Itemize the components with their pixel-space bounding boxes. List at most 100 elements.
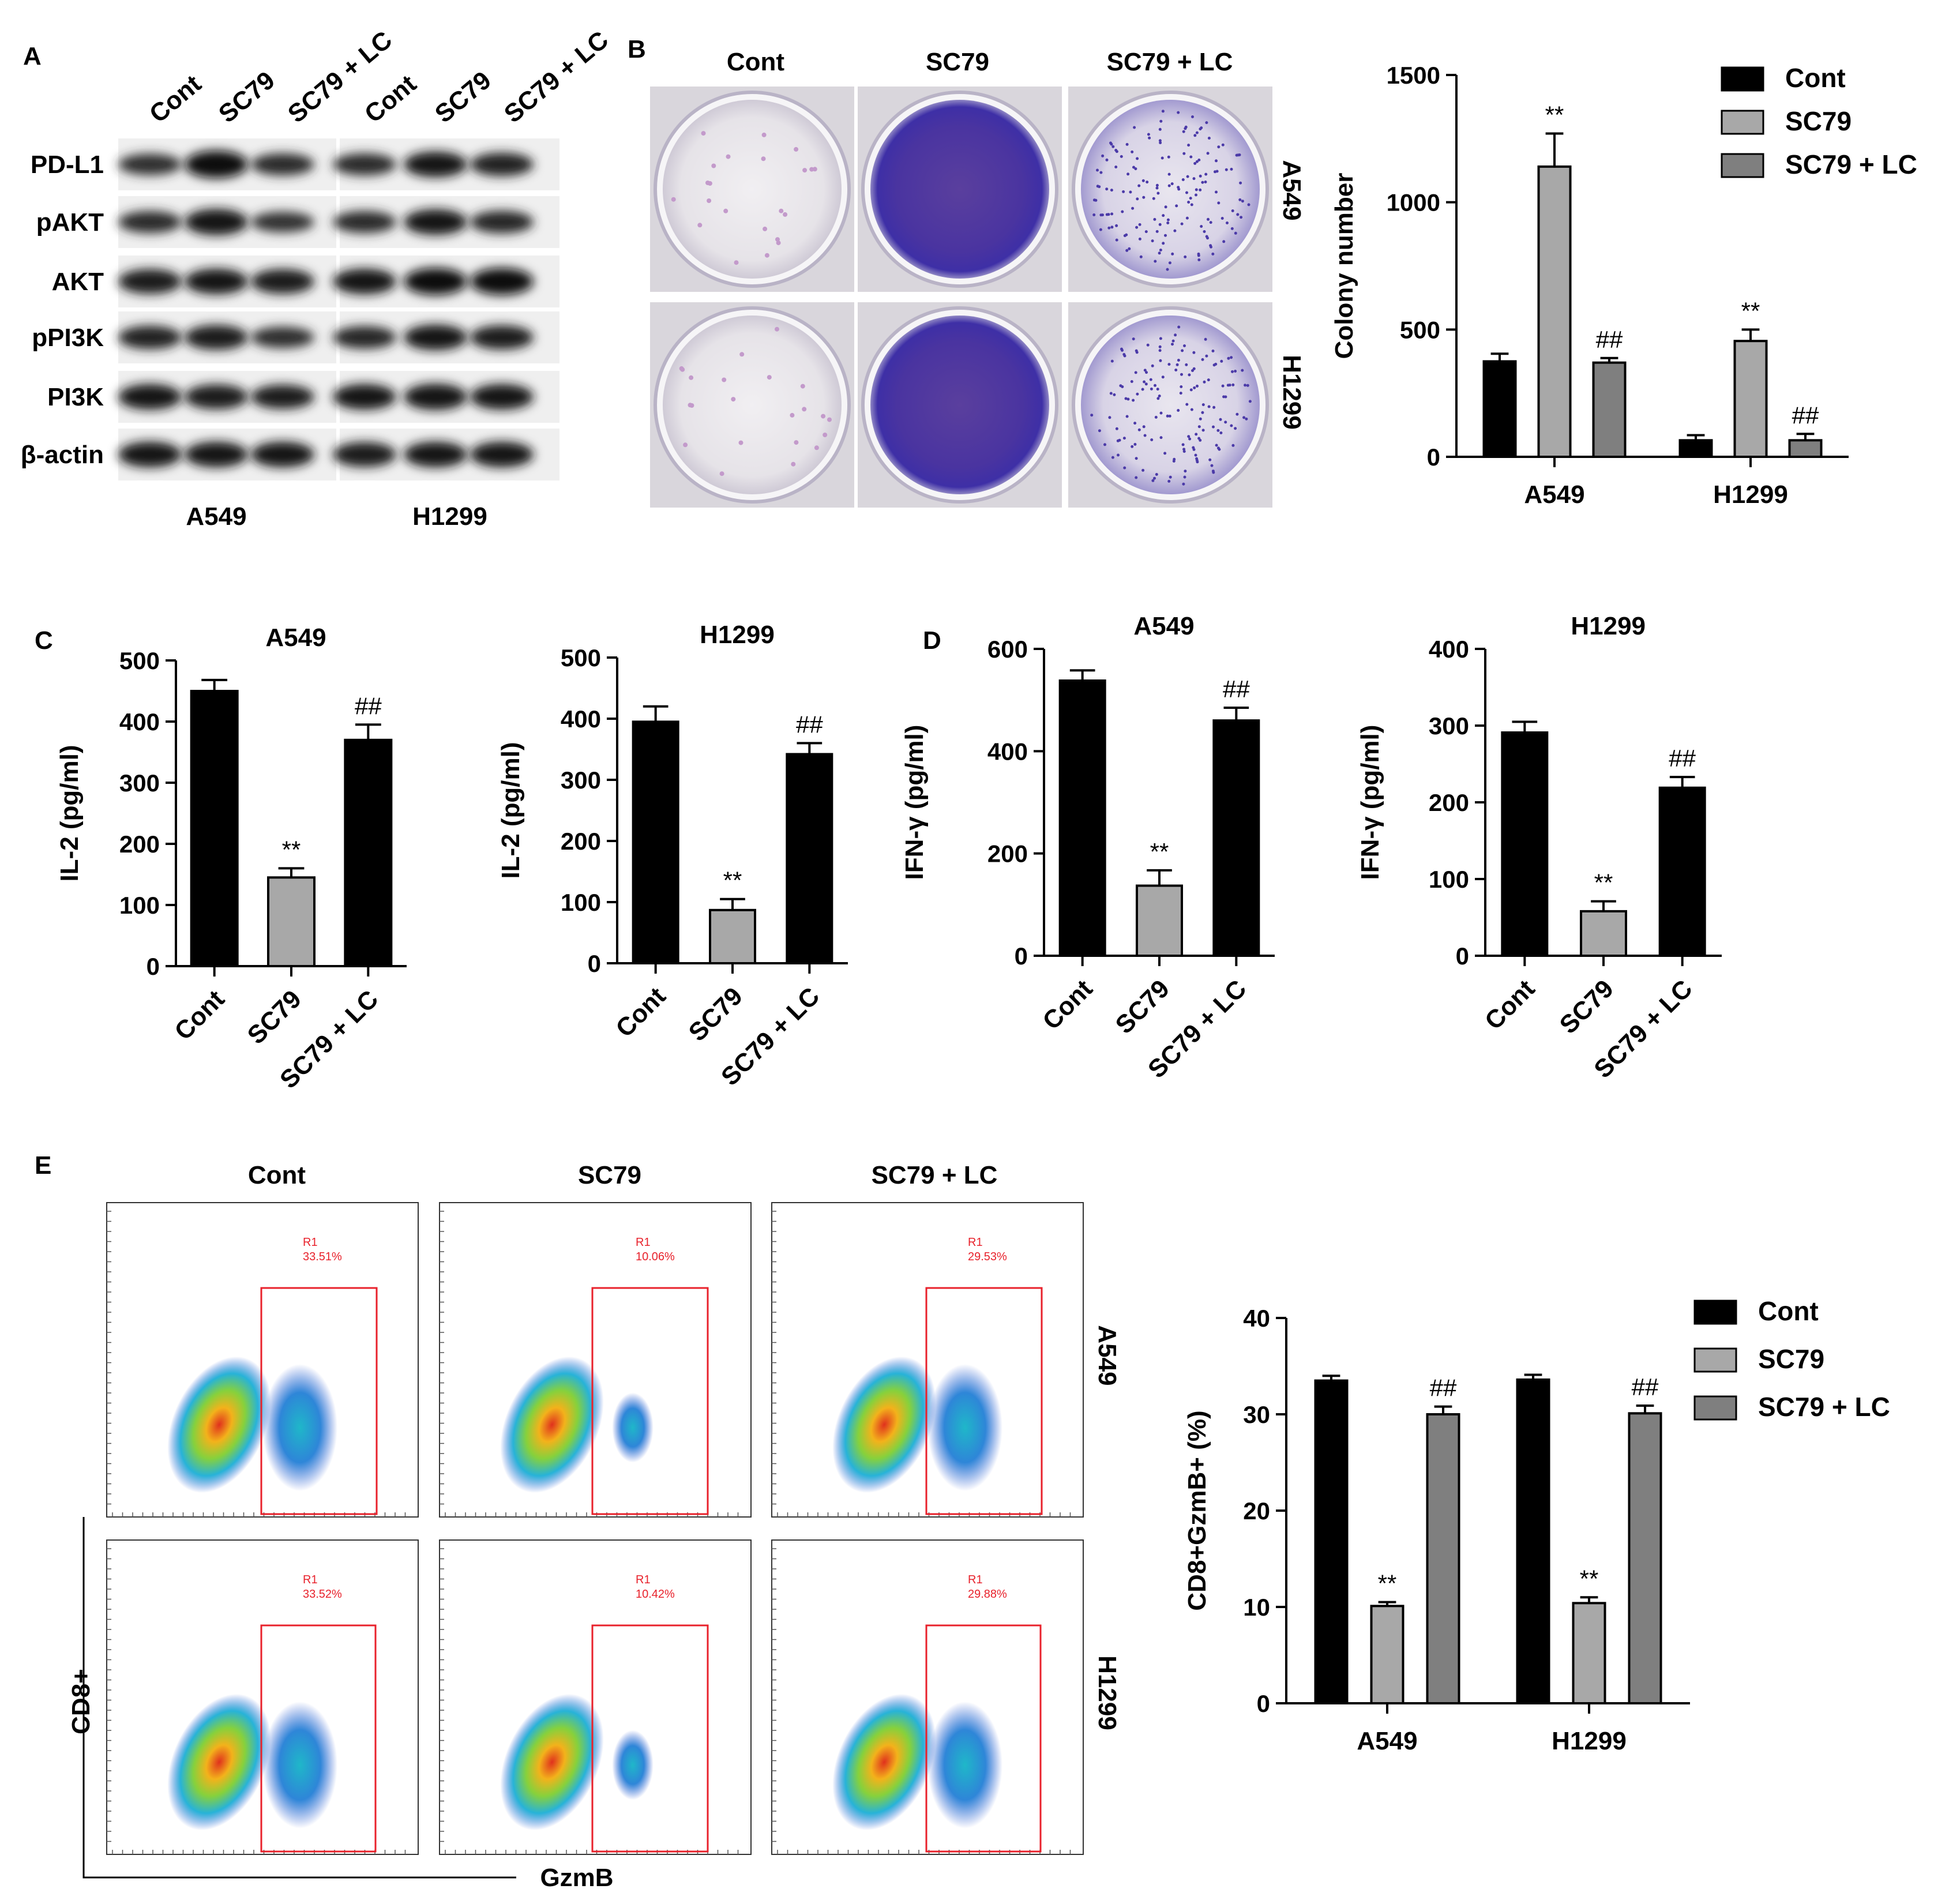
flow-x-axis-label: GzmB (540, 1864, 613, 1892)
colony-dot (1156, 191, 1160, 195)
blot-band (404, 441, 467, 468)
bar (344, 738, 393, 968)
western-blot-strips (118, 138, 559, 480)
bar (1658, 786, 1706, 957)
colony-dot (1153, 476, 1156, 480)
colony-dot (1210, 464, 1214, 467)
significance-mark: ## (1430, 1375, 1457, 1402)
blot-band (118, 153, 182, 175)
colony-dot (1141, 388, 1144, 391)
colony-dot (1195, 433, 1198, 436)
colony-dot (1195, 457, 1199, 460)
blot-band (404, 151, 467, 178)
y-tick-label: 500 (561, 644, 601, 671)
dish-row-label: H1299 (1278, 355, 1306, 430)
colony-dot (738, 440, 743, 445)
legend-swatch (1721, 110, 1764, 135)
colony-dot (671, 197, 676, 202)
colony-dot (689, 375, 694, 380)
dish-stain (663, 316, 842, 494)
lane-label: SC79 + LC (499, 25, 614, 128)
flow-population-main (500, 1356, 604, 1493)
colony-dot (775, 326, 779, 332)
colony-dot (1135, 457, 1138, 460)
bar (1678, 439, 1713, 459)
colony-dot (1138, 237, 1141, 241)
lane-label: SC79 (430, 66, 497, 128)
colony-dot (1201, 181, 1204, 184)
blot-band (333, 442, 396, 467)
colony-dot (1141, 468, 1145, 472)
colony-dot (1197, 425, 1201, 429)
colony-dot (1169, 475, 1172, 479)
protein-label: PI3K (47, 383, 104, 411)
blot-band (251, 153, 314, 176)
flow-population-gzmb (927, 1364, 1002, 1491)
dish-column-label: SC79 (926, 48, 989, 76)
colony-dot (1217, 145, 1221, 149)
significance-mark: ** (1150, 838, 1169, 865)
colony-dot (1177, 359, 1180, 362)
blot-band (251, 385, 314, 409)
y-axis-label: IFN-γ (pg/ml) (900, 725, 929, 880)
x-tick-label: Cont (1037, 974, 1098, 1035)
colony-dot (726, 154, 731, 159)
flow-population-main (832, 1693, 936, 1831)
colony-dot (1167, 155, 1170, 159)
colony-dot (1158, 349, 1162, 352)
colony-dot (1155, 473, 1158, 476)
dish-row-label: A549 (1278, 160, 1306, 220)
flow-plot-frame (106, 1539, 419, 1855)
colony-dot (1206, 152, 1210, 155)
y-tick-label: 0 (1257, 1690, 1270, 1717)
colony-dot (1228, 384, 1231, 387)
colony-dot (1117, 453, 1120, 457)
colony-dot (1158, 127, 1162, 131)
colony-dot (1142, 196, 1146, 199)
y-tick-label: 200 (1429, 789, 1469, 816)
colony-dot (1205, 354, 1208, 358)
colony-dot (1230, 424, 1233, 427)
colony-dot (1151, 364, 1154, 367)
panel-letter-b: B (628, 35, 646, 63)
lane-label: Cont (359, 70, 422, 129)
y-tick-label: 0 (1456, 942, 1469, 970)
flow-y-axis-label: CD8+ (67, 1669, 95, 1734)
colony-dot (1168, 261, 1171, 265)
flow-plot-frame (106, 1202, 419, 1518)
blot-band (251, 212, 314, 232)
y-tick-label: 300 (561, 767, 601, 794)
colony-dot (1123, 466, 1126, 470)
colony-dot (1110, 189, 1113, 192)
colony-dot (1111, 145, 1115, 148)
colony-dot (775, 237, 780, 242)
colony-dot (1197, 158, 1201, 162)
colony-dot (1219, 431, 1223, 434)
y-tick-label: 30 (1243, 1401, 1270, 1428)
colony-dot (794, 440, 799, 445)
colony-dot (1195, 131, 1199, 134)
colony-dot (1166, 414, 1169, 418)
colony-dot (1235, 153, 1238, 157)
colony-dot (1234, 231, 1237, 235)
protein-label: β-actin (21, 441, 104, 469)
blot-band (470, 384, 534, 410)
colony-dot (1197, 258, 1201, 261)
gate-r1 (925, 1287, 1043, 1515)
colony-dot (707, 198, 712, 203)
significance-mark: ** (1545, 102, 1564, 129)
colony-dot (1167, 363, 1171, 366)
colony-dot (1177, 186, 1180, 189)
colony-dot (1219, 418, 1222, 421)
blot-band (333, 211, 396, 234)
blot-band (185, 268, 248, 295)
colony-dot (1108, 416, 1111, 419)
gate-r1 (925, 1624, 1042, 1853)
blot-band (470, 268, 534, 295)
colony-dot (761, 132, 767, 137)
colony-dot (1159, 141, 1162, 144)
panel-letter-c: C (35, 626, 53, 655)
y-tick-label: 1000 (1387, 189, 1440, 216)
lane-label: Cont (144, 70, 207, 129)
